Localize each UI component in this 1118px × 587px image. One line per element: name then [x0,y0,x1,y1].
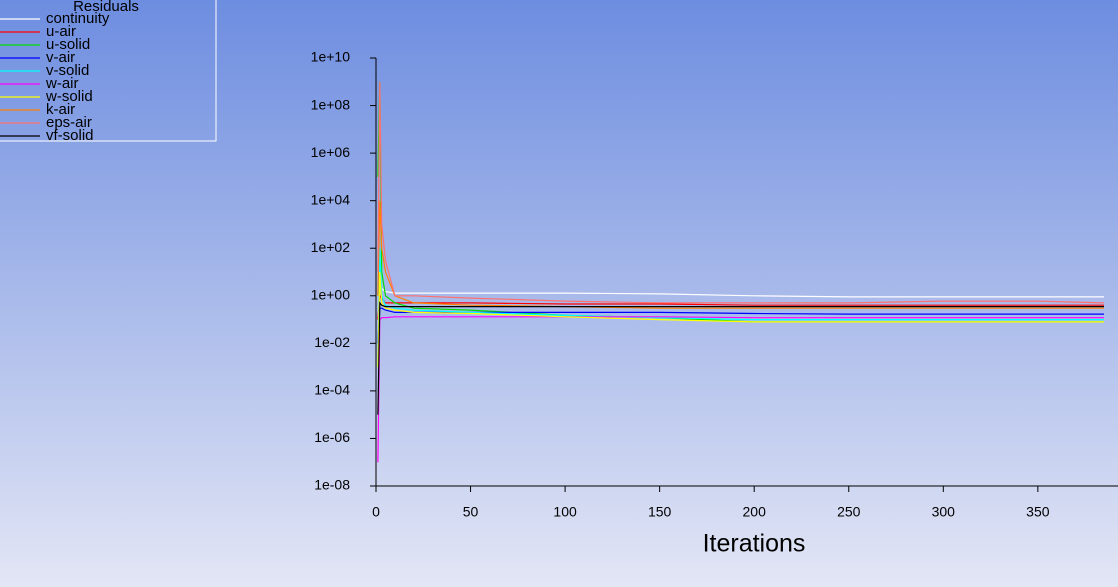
y-tick-label: 1e-04 [314,382,350,398]
y-tick-label: 1e-08 [314,477,350,493]
legend-label: w-solid [45,88,93,105]
x-tick-label: 150 [648,504,672,520]
series-line [377,200,1104,309]
y-tick-label: 1e-02 [314,334,350,350]
legend-label: eps-air [46,114,92,131]
x-tick-label: 350 [1026,504,1050,520]
y-tick-label: 1e-06 [314,429,350,445]
legend-label: u-air [46,23,76,40]
series-line [377,271,1104,368]
series-line [377,248,1104,368]
y-tick-label: 1e+00 [311,286,351,302]
series-line [377,316,1104,463]
y-tick-label: 1e+02 [311,239,351,255]
x-axis-label: Iterations [703,530,806,558]
legend-label: w-air [45,75,79,92]
legend-label: k-air [46,101,75,118]
series-line [377,81,1105,304]
x-tick-label: 250 [837,504,861,520]
series-line [377,301,1104,415]
y-tick-label: 1e+06 [311,144,351,160]
legend-label: v-air [46,49,75,66]
legend-box [0,0,217,142]
x-tick-label: 300 [932,504,956,520]
series-line [377,307,1104,344]
legend-label: vf-solid [46,127,94,144]
y-tick-label: 1e+08 [311,96,351,112]
y-tick-label: 1e+10 [311,49,351,65]
x-tick-label: 50 [463,504,479,520]
legend-title: Residuals [73,0,139,15]
legend-label: continuity [46,10,110,27]
x-tick-label: 100 [553,504,577,520]
legend-label: v-solid [46,62,89,79]
y-tick-label: 1e+04 [311,191,351,207]
x-tick-label: 200 [743,504,767,520]
x-tick-label: 0 [372,504,380,520]
series-line [377,282,1104,298]
legend-label: u-solid [46,36,90,53]
